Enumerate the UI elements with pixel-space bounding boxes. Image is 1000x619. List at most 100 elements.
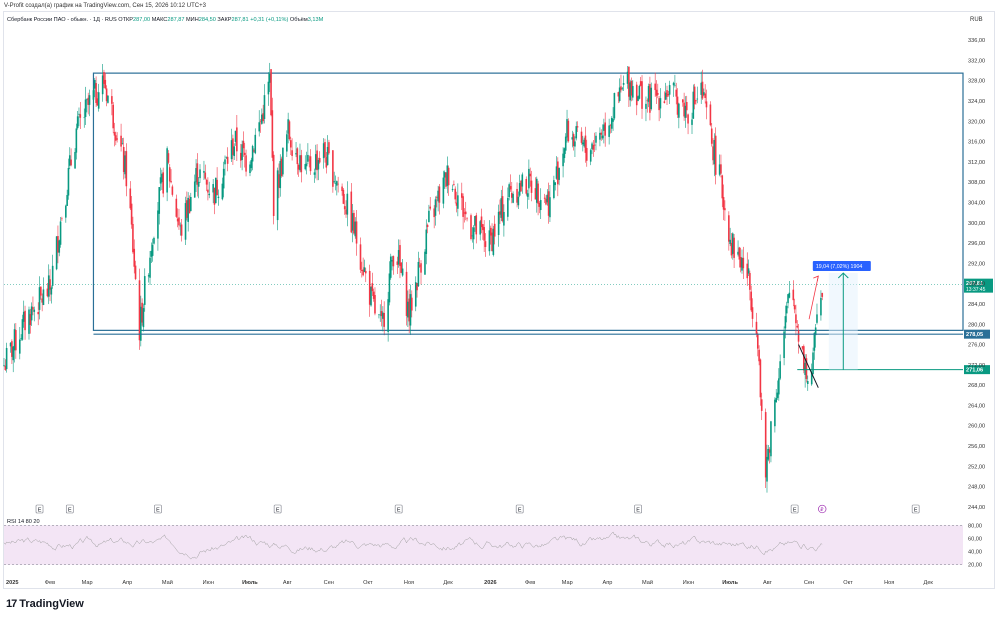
tradingview-logo[interactable]: 17 TradingView xyxy=(6,598,84,610)
candle-body xyxy=(268,74,271,83)
candle-body xyxy=(529,173,532,177)
time-tick-label: Мар xyxy=(82,580,93,586)
earnings-marker xyxy=(634,504,642,514)
candle-body xyxy=(564,136,567,151)
candle-body xyxy=(305,163,308,167)
candle-body xyxy=(374,295,376,314)
candle-body xyxy=(766,456,768,482)
candle-body xyxy=(180,224,183,236)
measure-arrow-head xyxy=(837,272,849,279)
time-tick-label: Фев xyxy=(525,580,535,586)
earnings-marker xyxy=(154,504,162,514)
candle-body xyxy=(535,178,538,203)
candle-body xyxy=(553,180,555,198)
candle-body xyxy=(221,183,224,200)
currency-label[interactable]: RUB xyxy=(970,17,983,23)
time-tick-label: Май xyxy=(162,579,173,586)
candle-body xyxy=(612,118,614,122)
candle-body xyxy=(466,218,468,220)
candle-body xyxy=(278,174,280,188)
price-tick-label: 244,00 xyxy=(968,505,985,511)
candle-body xyxy=(507,198,509,217)
candle-body xyxy=(316,150,318,171)
price-tick-label: 328,00 xyxy=(968,79,985,85)
candle-body xyxy=(749,273,751,290)
candle-body xyxy=(326,146,329,166)
candle-body xyxy=(580,131,583,143)
candle-body xyxy=(112,104,114,129)
candle-body xyxy=(391,260,393,262)
earnings-marker-label: E xyxy=(518,508,522,514)
candle-body xyxy=(810,372,813,385)
candle-body xyxy=(710,128,713,144)
candle-body xyxy=(258,122,261,132)
candle-body xyxy=(603,124,605,131)
candle-body xyxy=(295,153,297,155)
candle-body xyxy=(635,84,638,106)
candle-body xyxy=(442,177,445,204)
candle-body xyxy=(129,188,132,209)
candle-body xyxy=(417,261,420,287)
change-value: +0,31 (+0,11%) xyxy=(250,17,289,23)
candle-body xyxy=(46,288,49,297)
close-value: 287,81 xyxy=(231,17,249,23)
symbol-name[interactable]: Сбербанк России ПАО - обыкн. · 1Д · RUS xyxy=(7,17,117,23)
candle-body xyxy=(24,310,26,331)
candle-body xyxy=(3,365,5,366)
candle-body xyxy=(270,69,272,116)
candle-body xyxy=(254,134,257,154)
candle-body xyxy=(668,85,671,95)
candle-body xyxy=(492,228,495,255)
candle-body xyxy=(334,183,337,185)
candle-body xyxy=(140,306,142,341)
candle-body xyxy=(309,156,312,172)
candle-body xyxy=(499,211,501,215)
earnings-marker-label: E xyxy=(914,508,918,514)
candle-body xyxy=(383,312,385,327)
candle-body xyxy=(168,167,171,182)
candle-body xyxy=(299,155,301,171)
candle-body xyxy=(362,269,364,276)
candle-body xyxy=(262,113,264,122)
candle-body xyxy=(424,251,426,275)
earnings-marker-label: E xyxy=(276,508,280,514)
candle-body xyxy=(554,182,556,186)
candle-body xyxy=(783,331,785,359)
candle-body xyxy=(13,329,16,351)
target-price-tag xyxy=(964,365,990,375)
candle-body xyxy=(96,98,99,106)
candle-body xyxy=(508,184,510,198)
candle-body xyxy=(267,81,270,95)
candle-body xyxy=(525,178,528,194)
candle-body xyxy=(601,135,604,139)
candle-body xyxy=(639,81,642,86)
candle-body xyxy=(455,202,458,206)
candle-body xyxy=(74,151,76,169)
candle-body xyxy=(382,312,384,319)
candle-body xyxy=(205,179,208,185)
time-tick-label: Сен xyxy=(324,580,334,586)
candle-body xyxy=(29,314,32,326)
candle-body xyxy=(153,237,155,244)
candle-body xyxy=(272,154,275,216)
candle-body xyxy=(784,316,787,329)
dividend-marker-label: ₽ xyxy=(820,507,824,513)
candle-body xyxy=(161,173,163,183)
candle-body xyxy=(159,177,162,184)
candle-body xyxy=(778,378,780,395)
candle-body xyxy=(59,221,62,245)
candle-body xyxy=(15,330,17,351)
candle-body xyxy=(418,265,421,267)
low-label: МИН xyxy=(186,17,199,23)
candle-body xyxy=(350,191,353,233)
forecast-arrow xyxy=(808,275,819,320)
candle-body xyxy=(171,186,174,195)
candle-body xyxy=(545,198,547,205)
candle-body xyxy=(638,85,641,99)
candle-body xyxy=(806,381,809,384)
candle-body xyxy=(534,188,537,200)
candle-body xyxy=(722,197,725,210)
price-tick-label: 248,00 xyxy=(968,485,985,491)
candle-body xyxy=(242,140,245,149)
